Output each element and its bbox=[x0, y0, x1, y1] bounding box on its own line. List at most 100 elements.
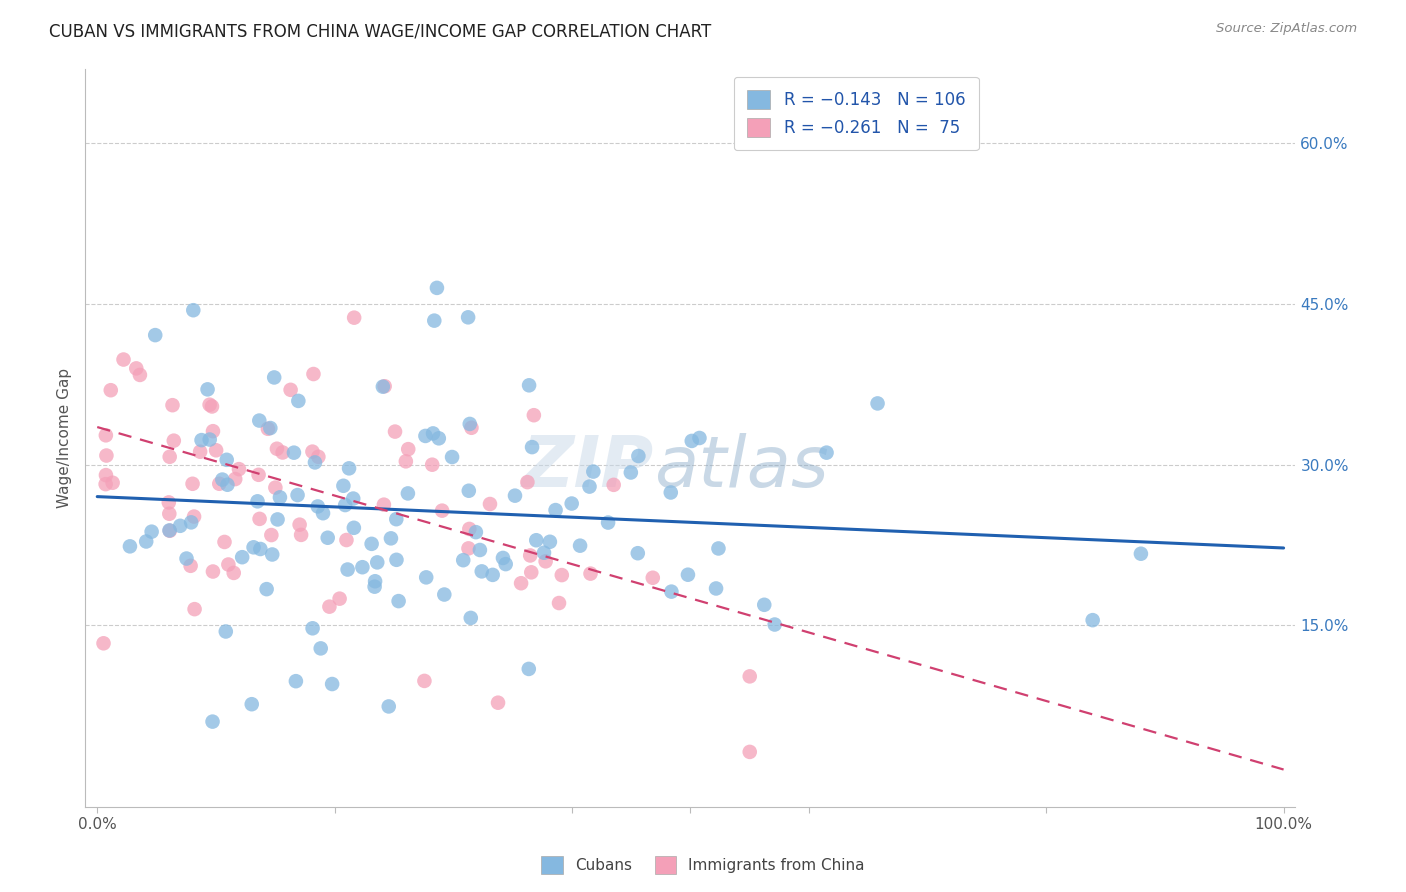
Point bbox=[582, 465, 605, 479]
Point bbox=[676, 567, 699, 582]
Point bbox=[1081, 613, 1104, 627]
Point bbox=[162, 398, 184, 412]
Point bbox=[215, 452, 238, 467]
Point bbox=[471, 565, 494, 579]
Point bbox=[524, 533, 547, 548]
Point bbox=[458, 522, 481, 536]
Point bbox=[301, 444, 323, 458]
Point bbox=[157, 507, 180, 521]
Point bbox=[181, 303, 204, 318]
Point bbox=[457, 483, 479, 498]
Point bbox=[602, 478, 624, 492]
Text: atlas: atlas bbox=[654, 433, 828, 502]
Point bbox=[288, 517, 311, 532]
Point bbox=[422, 426, 444, 441]
Point bbox=[352, 560, 374, 574]
Point bbox=[264, 481, 287, 495]
Point bbox=[215, 624, 238, 639]
Point bbox=[332, 479, 354, 493]
Point bbox=[516, 475, 538, 489]
Point bbox=[538, 534, 561, 549]
Point bbox=[384, 425, 406, 439]
Point bbox=[519, 549, 541, 563]
Point bbox=[169, 518, 191, 533]
Point bbox=[534, 554, 557, 568]
Point bbox=[257, 422, 280, 436]
Point bbox=[217, 558, 239, 572]
Point bbox=[183, 509, 205, 524]
Point bbox=[385, 512, 408, 526]
Point bbox=[681, 434, 703, 448]
Point bbox=[460, 421, 482, 435]
Point bbox=[388, 594, 411, 608]
Point bbox=[302, 367, 325, 381]
Point bbox=[492, 550, 515, 565]
Point bbox=[101, 475, 124, 490]
Point bbox=[94, 477, 117, 491]
Point bbox=[561, 497, 583, 511]
Point bbox=[517, 662, 540, 676]
Point bbox=[478, 497, 501, 511]
Point bbox=[135, 534, 157, 549]
Point bbox=[544, 503, 567, 517]
Point bbox=[510, 576, 533, 591]
Point bbox=[415, 429, 437, 443]
Point bbox=[486, 696, 509, 710]
Point bbox=[763, 617, 786, 632]
Y-axis label: Wage/Income Gap: Wage/Income Gap bbox=[58, 368, 72, 508]
Point bbox=[125, 361, 148, 376]
Text: CUBAN VS IMMIGRANTS FROM CHINA WAGE/INCOME GAP CORRELATION CHART: CUBAN VS IMMIGRANTS FROM CHINA WAGE/INCO… bbox=[49, 22, 711, 40]
Point bbox=[190, 433, 212, 447]
Point bbox=[249, 512, 271, 526]
Point bbox=[188, 444, 211, 458]
Point bbox=[256, 582, 278, 596]
Point bbox=[343, 310, 366, 325]
Text: ZIP: ZIP bbox=[522, 433, 654, 502]
Point bbox=[141, 524, 163, 539]
Point bbox=[503, 489, 526, 503]
Point bbox=[423, 313, 446, 327]
Point bbox=[266, 512, 288, 526]
Point bbox=[363, 580, 385, 594]
Point bbox=[211, 473, 233, 487]
Point bbox=[335, 533, 357, 547]
Point bbox=[659, 485, 682, 500]
Point bbox=[569, 539, 592, 553]
Point bbox=[240, 697, 263, 711]
Point bbox=[284, 674, 307, 689]
Point bbox=[263, 370, 285, 384]
Point bbox=[100, 383, 122, 397]
Point bbox=[259, 421, 281, 435]
Point bbox=[738, 745, 761, 759]
Point bbox=[342, 491, 364, 506]
Point bbox=[343, 521, 366, 535]
Point bbox=[242, 541, 264, 555]
Point bbox=[738, 669, 761, 683]
Point bbox=[641, 571, 664, 585]
Legend: R = −0.143   N = 106, R = −0.261   N =  75: R = −0.143 N = 106, R = −0.261 N = 75 bbox=[734, 77, 979, 151]
Point bbox=[309, 641, 332, 656]
Point bbox=[551, 568, 574, 582]
Point bbox=[247, 467, 270, 482]
Point bbox=[316, 531, 339, 545]
Point bbox=[266, 442, 288, 456]
Point bbox=[269, 491, 291, 505]
Point bbox=[373, 498, 395, 512]
Point bbox=[96, 449, 118, 463]
Point bbox=[94, 428, 117, 442]
Point bbox=[290, 528, 312, 542]
Point bbox=[380, 532, 402, 546]
Legend: Cubans, Immigrants from China: Cubans, Immigrants from China bbox=[536, 850, 870, 880]
Point bbox=[143, 328, 166, 343]
Point bbox=[307, 500, 329, 514]
Point bbox=[620, 466, 643, 480]
Point bbox=[579, 566, 602, 581]
Point bbox=[426, 281, 449, 295]
Point bbox=[217, 477, 239, 491]
Point bbox=[396, 486, 419, 500]
Point bbox=[180, 558, 202, 573]
Point bbox=[336, 562, 359, 576]
Point bbox=[441, 450, 464, 464]
Point bbox=[159, 450, 181, 464]
Point bbox=[201, 424, 224, 438]
